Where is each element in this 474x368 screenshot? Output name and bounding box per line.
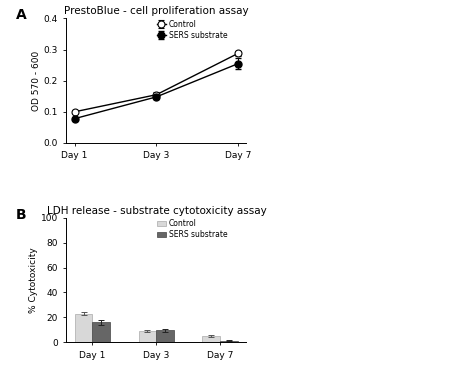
Legend: Control, SERS substrate: Control, SERS substrate xyxy=(156,219,228,239)
Y-axis label: OD 570 - 600: OD 570 - 600 xyxy=(32,50,41,111)
Bar xyxy=(156,330,174,342)
Bar xyxy=(74,314,92,342)
Bar xyxy=(220,341,238,342)
Title: PrestoBlue - cell proliferation assay: PrestoBlue - cell proliferation assay xyxy=(64,6,249,16)
Text: B: B xyxy=(16,208,27,222)
Title: LDH release - substrate cytotoxicity assay: LDH release - substrate cytotoxicity ass… xyxy=(46,205,266,216)
Bar xyxy=(92,322,110,342)
Legend: Control, SERS substrate: Control, SERS substrate xyxy=(156,20,228,40)
Bar xyxy=(138,331,156,342)
Text: A: A xyxy=(16,8,27,22)
Y-axis label: % Cytotoxicity: % Cytotoxicity xyxy=(29,247,38,313)
Bar xyxy=(202,336,220,342)
